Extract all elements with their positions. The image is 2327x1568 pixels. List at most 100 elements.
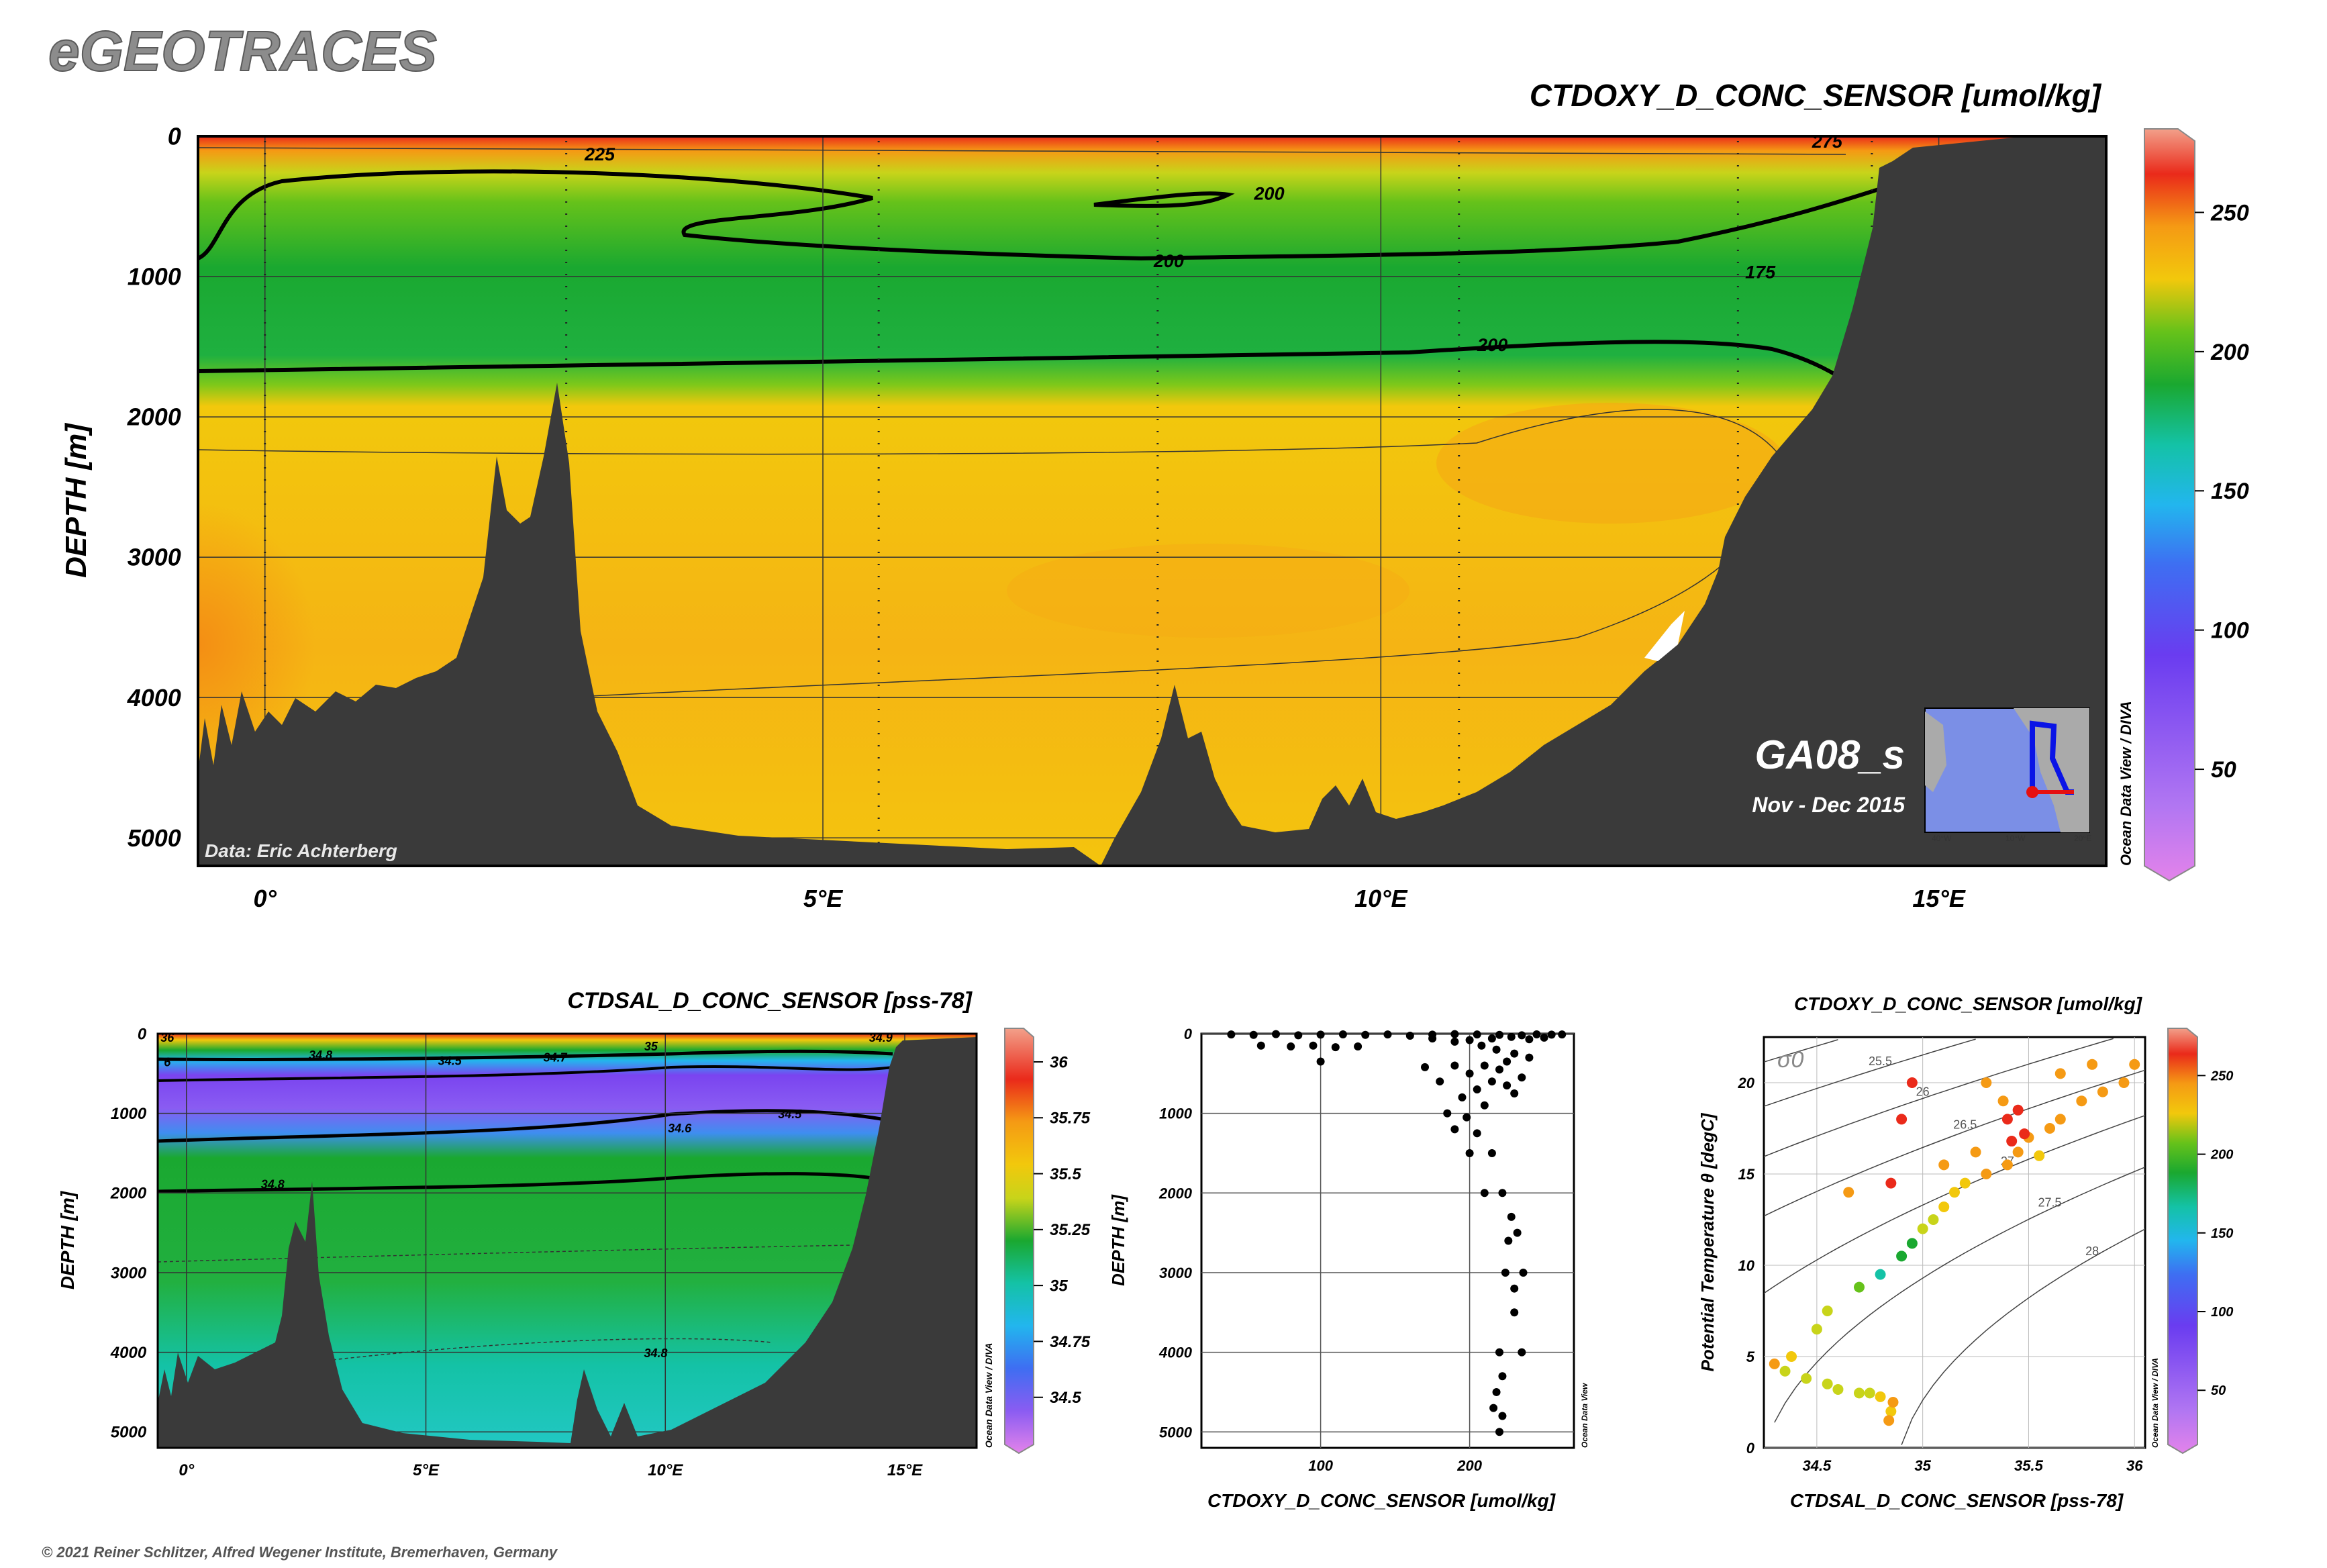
- main-section-period: Nov - Dec 2015: [1752, 793, 1905, 817]
- salinity-section-title: CTDSAL_D_CONC_SENSOR [pss-78]: [567, 988, 973, 1014]
- ts-point: [1906, 1238, 1918, 1249]
- ts-point: [1970, 1146, 1981, 1158]
- y-tick-label: 5000: [111, 1424, 147, 1442]
- ts-point: [1801, 1373, 1812, 1384]
- ts-point: [1981, 1169, 1992, 1179]
- isopycnal-label: 27.5: [2038, 1195, 2061, 1209]
- main-contour-thin-b: [550, 550, 1739, 699]
- colorbar-tick-label: 36: [1050, 1053, 1068, 1071]
- ts-point: [1883, 1415, 1895, 1426]
- x-tick-label: 10°E: [648, 1461, 683, 1479]
- profile-point: [1498, 1189, 1507, 1197]
- ts-point: [2118, 1077, 2130, 1088]
- y-tick-label: 3000: [128, 544, 181, 571]
- profile-y-tick: 2000: [1158, 1185, 1193, 1202]
- ts-point: [1822, 1378, 1833, 1389]
- ts-diagram-grid: [1764, 1037, 2145, 1449]
- main-section-credit: Data: Eric Achterberg: [205, 840, 397, 861]
- main-section-deep-max: [1436, 403, 1785, 524]
- oxygen-profile-ylabel: DEPTH [m]: [1108, 1194, 1128, 1286]
- profile-point: [1547, 1030, 1556, 1039]
- y-tick-label: 1000: [128, 263, 181, 291]
- y-tick-label: 3000: [111, 1264, 147, 1282]
- main-section-panel: CTDOXY_D_CONC_SENSOR [umol/kg] 0° 5°E 10°E…: [60, 78, 2249, 912]
- ts-diagram-points: [1769, 1059, 2140, 1426]
- salinity-section-watermark: Ocean Data View / DIVA: [983, 1343, 994, 1448]
- main-colorbar: [2144, 128, 2195, 882]
- ts-point: [1938, 1159, 1950, 1171]
- profile-point: [1558, 1030, 1567, 1039]
- profile-x-tick: 100: [1308, 1457, 1333, 1474]
- isopycnal-label: 28: [2085, 1244, 2099, 1258]
- ts-y-tick: 0: [1746, 1440, 1755, 1457]
- ts-point: [2097, 1086, 2108, 1097]
- inset-map-tick-1: 40°W: [1932, 834, 1952, 843]
- contour-label: 200: [1254, 183, 1285, 203]
- salinity-contour-34-8: [158, 1065, 893, 1082]
- profile-point: [1473, 1129, 1481, 1138]
- profile-point: [1498, 1412, 1507, 1420]
- ts-y-tick: 20: [1738, 1075, 1755, 1091]
- y-tick-label: 4000: [127, 684, 181, 712]
- main-contour-200-loop: [1093, 191, 1235, 208]
- main-section-cruise: GA08_s: [1755, 732, 1905, 777]
- ts-x-tick: 35: [1914, 1457, 1931, 1474]
- main-contour-200-upper: [198, 166, 1947, 261]
- salinity-contour-35: [158, 1049, 893, 1061]
- contour-label: 34.6: [668, 1122, 692, 1135]
- x-tick-label: 5°E: [803, 885, 843, 912]
- profile-point: [1504, 1236, 1513, 1245]
- profile-point: [1421, 1063, 1429, 1071]
- profile-point: [1287, 1042, 1295, 1050]
- ts-point: [1875, 1269, 1886, 1280]
- oxygen-profile-xlabel: CTDOXY_D_CONC_SENSOR [umol/kg]: [1207, 1490, 1556, 1511]
- profile-point: [1354, 1042, 1363, 1050]
- main-section-coast-void: [1644, 611, 1685, 661]
- ts-colorbar-tick-label: 250: [2210, 1069, 2233, 1083]
- ts-x-tick: 36: [2126, 1457, 2143, 1474]
- inset-map-africa: [2014, 708, 2089, 832]
- ts-point: [2006, 1136, 2018, 1147]
- colorbar-tick-label: 35.75: [1050, 1110, 1091, 1128]
- ts-x-tick: 35.5: [2014, 1457, 2044, 1474]
- ts-point: [1896, 1114, 1908, 1125]
- contour-label: 225: [584, 144, 615, 164]
- contour-label: 200: [1477, 335, 1507, 355]
- colorbar-tick-label: 50: [2211, 757, 2236, 783]
- isopycnal-27.5: [1774, 1167, 2146, 1423]
- profile-x-tick: 200: [1456, 1457, 1482, 1474]
- profile-point: [1503, 1057, 1512, 1066]
- salinity-colorbar-ticks: 34.5 34.75 35 35.25 35.5 35.75 36: [1034, 1053, 1091, 1407]
- profile-point: [1450, 1061, 1459, 1070]
- ts-colorbar: [2167, 1028, 2198, 1455]
- profile-point: [1487, 1148, 1496, 1157]
- ts-y-tick: 10: [1738, 1257, 1755, 1274]
- y-tick-label: 2000: [110, 1185, 147, 1203]
- profile-point: [1331, 1043, 1340, 1052]
- x-tick-label: 15°E: [887, 1461, 923, 1479]
- ts-y-tick: 5: [1746, 1349, 1755, 1365]
- main-contour-200-lower: [198, 340, 1854, 388]
- profile-point: [1525, 1035, 1534, 1044]
- ts-diagram-sigma-label: σ0: [1777, 1047, 1804, 1073]
- ts-diagram-marks: 34.5 35 35.5 36 0 5 10 15 20: [1738, 1075, 2144, 1474]
- oxygen-profile-watermark: Ocean Data View: [1580, 1383, 1589, 1448]
- profile-point: [1489, 1404, 1498, 1412]
- ts-point: [1854, 1387, 1865, 1399]
- main-section-marks: 0° 5°E 10°E 15°E 0 1000 2000 3000 4000 5000 225 200…: [127, 123, 1966, 913]
- contour-label: 34.7: [544, 1051, 568, 1065]
- profile-point: [1492, 1387, 1501, 1396]
- oxygen-profile-points: [1227, 1030, 1567, 1436]
- profile-point: [1498, 1372, 1507, 1381]
- x-tick-label: 0°: [179, 1461, 194, 1479]
- contour-label: 6: [164, 1056, 171, 1069]
- ts-diagram-panel: CTDOXY_D_CONC_SENSOR [umol/kg] 25.5 26 26.…: [1697, 993, 2233, 1511]
- profile-point: [1227, 1030, 1236, 1039]
- main-section-frame: [197, 135, 2108, 867]
- ts-colorbar-tick-label: 200: [2210, 1148, 2233, 1163]
- profile-point: [1519, 1268, 1528, 1277]
- colorbar-tick-label: 35: [1050, 1277, 1068, 1295]
- main-section-mid-max: [1007, 544, 1409, 638]
- profile-point: [1495, 1030, 1503, 1039]
